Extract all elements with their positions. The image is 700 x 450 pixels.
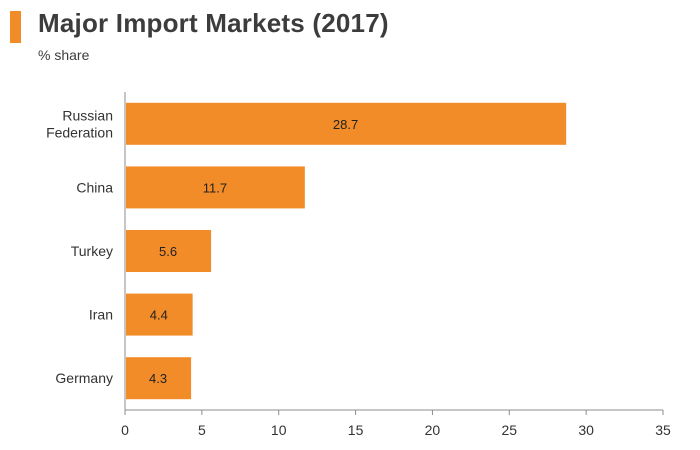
chart-subtitle: % share [38, 47, 90, 63]
chart-title: Major Import Markets (2017) [38, 8, 389, 38]
bar-1 [126, 166, 305, 209]
category-label-4: Germany [55, 370, 113, 386]
x-tick-label-7: 35 [655, 422, 671, 438]
bar-3 [126, 293, 193, 336]
bar-value-label-3: 4.4 [150, 308, 168, 323]
x-tick-label-0: 0 [121, 422, 129, 438]
x-tick-label-5: 25 [501, 422, 517, 438]
x-tick-label-4: 20 [425, 422, 441, 438]
bar-value-label-2: 5.6 [159, 244, 177, 259]
category-label-line: Federation [46, 124, 113, 140]
title-accent-bar [10, 11, 21, 43]
x-tick-label-6: 30 [578, 422, 594, 438]
category-label-3: Iran [89, 307, 113, 323]
x-tick-label-2: 10 [271, 422, 287, 438]
category-label-2: Turkey [71, 243, 113, 259]
bar-value-label-0: 28.7 [333, 117, 358, 132]
bar-value-label-1: 11.7 [203, 180, 227, 195]
category-label-line: Iran [89, 307, 113, 323]
category-label-line: Turkey [71, 243, 113, 259]
category-label-line: Germany [55, 370, 113, 386]
category-label-0: Russian Federation [46, 107, 113, 140]
x-tick-label-1: 5 [198, 422, 206, 438]
category-label-line: Russian [62, 107, 113, 123]
bar-4 [126, 357, 192, 400]
category-label-line: China [76, 179, 113, 195]
bar-0 [126, 102, 567, 145]
bar-value-label-4: 4.3 [149, 371, 167, 386]
bar-2 [126, 230, 212, 272]
category-label-1: China [76, 179, 113, 195]
x-tick-label-3: 15 [348, 422, 364, 438]
